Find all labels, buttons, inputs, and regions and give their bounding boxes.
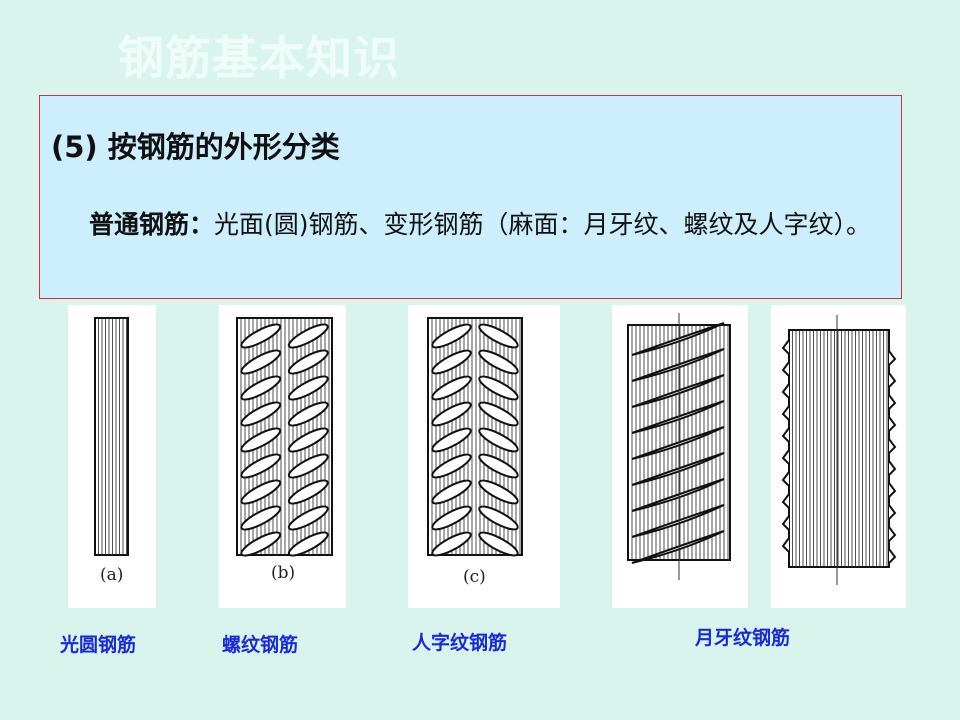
slide-title: 钢筋基本知识	[118, 31, 400, 85]
rebar-rib	[478, 427, 519, 453]
figure-herringbone-rebar: (c)	[408, 305, 560, 608]
side-rib-left	[781, 383, 790, 399]
rebar-rib	[240, 401, 282, 427]
crescent-rib	[631, 348, 725, 382]
side-rib-right	[888, 460, 897, 476]
figure-plain-rebar: (a)	[68, 305, 156, 608]
crescent-rib	[631, 400, 725, 434]
rebar-rib	[478, 479, 519, 505]
side-rib-right	[888, 416, 897, 432]
crescent-rib	[631, 504, 725, 538]
rebar-rib	[478, 505, 519, 531]
section-heading: (5) 按钢筋的外形分类	[51, 130, 340, 164]
side-rib-left	[781, 493, 790, 509]
rebar-rib	[287, 531, 329, 557]
rebar-rib	[478, 375, 519, 401]
side-rib-left	[781, 449, 790, 465]
rebar-rib	[287, 453, 329, 479]
side-rib-left	[781, 427, 790, 443]
side-rib-left	[781, 405, 790, 421]
plain-rebar-outline	[94, 317, 129, 556]
rebar-rib	[240, 531, 282, 557]
side-rib-right	[888, 504, 897, 520]
crescent-rib	[631, 322, 725, 356]
rebar-rib	[287, 349, 329, 375]
side-rib-right	[888, 526, 897, 542]
classification-box: (5) 按钢筋的外形分类 普通钢筋：光面(圆)钢筋、变形钢筋（麻面：月牙纹、螺纹…	[39, 95, 902, 299]
side-rib-left	[781, 515, 790, 531]
rebar-rib	[240, 349, 282, 375]
figure-caption: (c)	[463, 567, 486, 587]
rebar-rib	[287, 479, 329, 505]
rebar-rib	[431, 505, 472, 531]
label-herringbone-rebar: 人字纹钢筋	[412, 632, 508, 654]
side-rib-left	[781, 339, 790, 355]
rebar-rib	[478, 401, 519, 427]
figure-spiral-rebar: (b)	[219, 305, 346, 608]
rebar-rib	[240, 427, 282, 453]
rebar-rib	[431, 349, 472, 375]
rebar-rib	[287, 323, 329, 349]
body-text: 光面(圆)钢筋、变形钢筋（麻面：月牙纹、螺纹及人字纹）。	[214, 210, 872, 239]
label-crescent-rebar: 月牙纹钢筋	[695, 627, 791, 649]
lead-term: 普通钢筋：	[89, 210, 215, 239]
rebar-rib	[240, 479, 282, 505]
rebar-rib	[478, 349, 519, 375]
rebar-rib	[431, 453, 472, 479]
side-rib-left	[781, 361, 790, 377]
crescent-rib	[631, 478, 725, 512]
side-rib-left	[781, 471, 790, 487]
section-body: 普通钢筋：光面(圆)钢筋、变形钢筋（麻面：月牙纹、螺纹及人字纹）。	[51, 196, 896, 253]
side-rib-right	[888, 482, 897, 498]
rebar-rib	[431, 323, 472, 349]
label-spiral-rebar: 螺纹钢筋	[222, 634, 299, 656]
rebar-rib	[431, 531, 472, 557]
rebar-rib	[240, 453, 282, 479]
figure-crescent-rebar-front	[612, 305, 748, 608]
rebar-rib	[287, 401, 329, 427]
figure-crescent-rebar-side	[771, 305, 906, 608]
rebar-rib	[431, 375, 472, 401]
crescent-rib	[631, 374, 725, 408]
rebar-rib	[287, 427, 329, 453]
rebar-rib	[287, 375, 329, 401]
crescent-side-outline	[788, 329, 890, 568]
figure-caption: (a)	[100, 565, 124, 585]
figure-caption: (b)	[271, 563, 296, 583]
side-rib-right	[888, 350, 897, 366]
side-rib-right	[888, 394, 897, 410]
rebar-rib	[240, 505, 282, 531]
side-rib-left	[781, 537, 790, 553]
rebar-rib	[240, 323, 282, 349]
label-plain-rebar: 光圆钢筋	[60, 634, 137, 656]
rebar-rib	[431, 479, 472, 505]
rebar-rib	[431, 401, 472, 427]
side-rib-right	[888, 372, 897, 388]
side-rib-right	[888, 548, 897, 564]
rebar-rib	[478, 531, 519, 557]
crescent-rib	[631, 452, 725, 486]
rebar-rib	[431, 427, 472, 453]
rebar-rib	[478, 453, 519, 479]
rebar-rib	[240, 375, 282, 401]
side-rib-right	[888, 438, 897, 454]
rebar-rib	[478, 323, 519, 349]
rebar-rib	[287, 505, 329, 531]
crescent-rib	[631, 530, 725, 564]
crescent-rib	[631, 426, 725, 460]
